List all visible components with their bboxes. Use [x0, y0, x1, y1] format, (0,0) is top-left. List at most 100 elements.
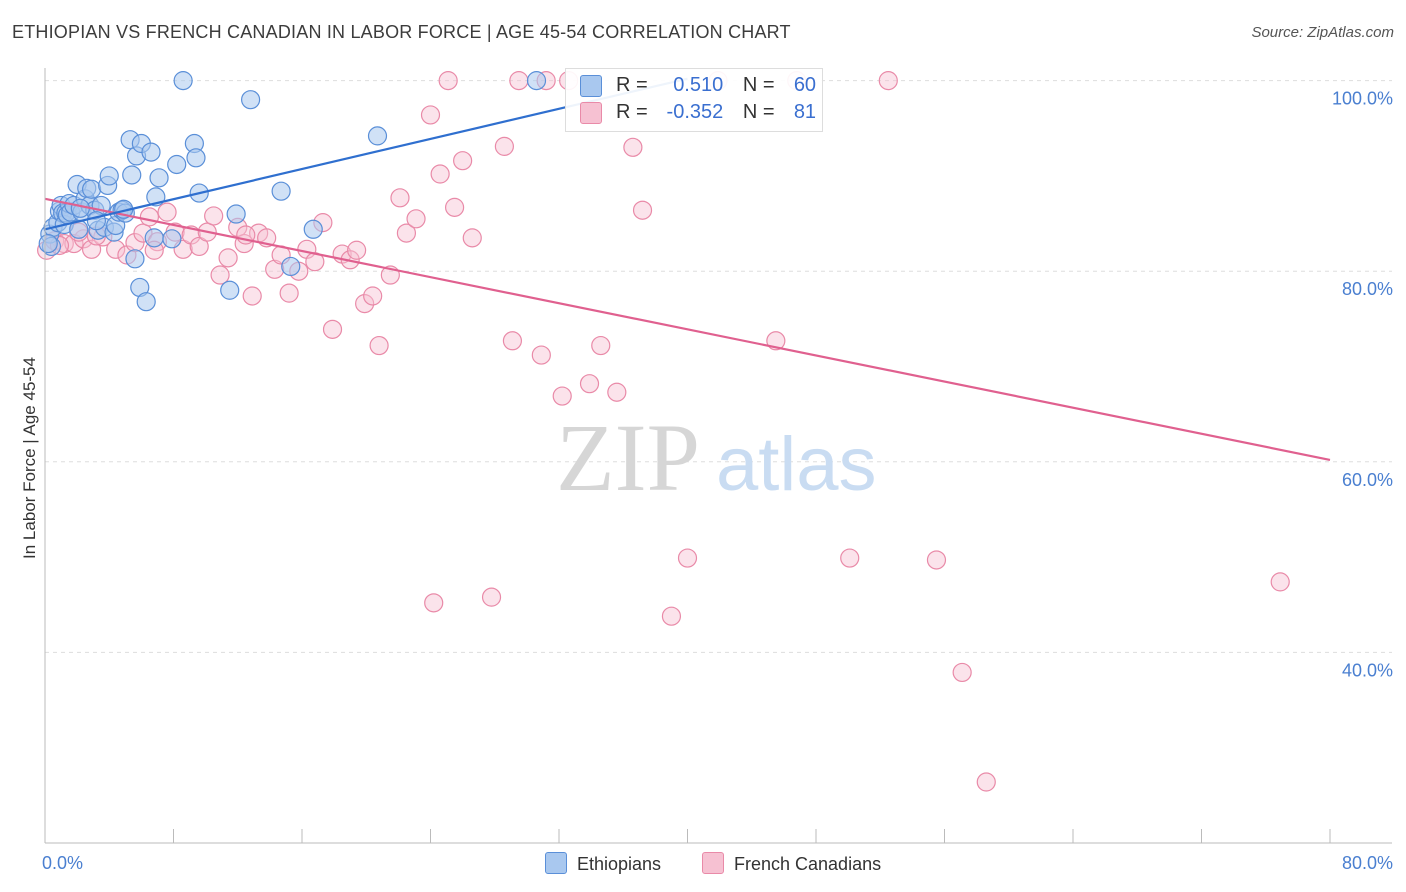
french-canadian-point — [438, 71, 458, 91]
french-canadian-points — [37, 71, 1290, 792]
french-canadian-point — [369, 335, 389, 356]
ethiopian-point — [173, 71, 193, 91]
french-canadian-point — [579, 374, 600, 394]
trend-lines — [44, 77, 1331, 461]
ethiopian-point — [526, 71, 547, 91]
french-canadian-point — [1270, 572, 1290, 592]
legend-item-french-canadians[interactable]: French Canadians — [702, 852, 881, 875]
legend-label-ethiopians: Ethiopians — [577, 854, 662, 874]
legend-n-value-french-canadians: 81 — [793, 101, 817, 123]
legend-r-label: R = — [616, 101, 648, 123]
french-canadian-point — [462, 228, 482, 248]
correlation-legend: R = 0.510 N = 60 R = -0.352 N = 81 — [565, 68, 823, 132]
french-canadian-point — [406, 209, 426, 229]
french-canadian-point — [139, 207, 160, 227]
ethiopian-point — [86, 211, 107, 231]
ethiopian-points — [38, 71, 547, 312]
ethiopian-point — [186, 148, 206, 168]
french-canadian-point — [347, 240, 367, 260]
french-canadian-point — [279, 283, 299, 303]
ethiopian-point — [81, 179, 102, 199]
y-tick-label: 100.0% — [1332, 89, 1393, 109]
french-canadian-point — [591, 335, 611, 356]
legend-r-label: R = — [616, 74, 648, 96]
legend-item-ethiopians[interactable]: Ethiopians — [545, 852, 661, 875]
french-canadian-point — [552, 386, 572, 406]
french-canadian-point — [878, 71, 898, 91]
legend-n-label: N = — [742, 74, 775, 96]
french-canadian-point — [444, 197, 465, 217]
french-canadian-point — [661, 606, 682, 626]
french-canadian-point — [363, 286, 383, 306]
ethiopian-point — [367, 126, 388, 146]
series-legend: Ethiopians French Canadians — [0, 852, 1406, 878]
ethiopian-point — [167, 154, 187, 175]
y-tick-label: 40.0% — [1342, 660, 1393, 680]
ethiopian-point — [303, 219, 323, 239]
french-canadian-point — [430, 164, 450, 184]
ethiopian-point — [99, 166, 119, 186]
legend-swatch-french-canadians — [580, 101, 602, 124]
ethiopian-point — [281, 256, 301, 277]
french-canadian-point — [396, 223, 417, 243]
french-canadian-point — [607, 382, 627, 402]
french-canadian-point — [632, 200, 653, 220]
ethiopian-point — [220, 280, 240, 300]
french-canadian-point — [840, 548, 860, 568]
french-canadian-point — [453, 151, 473, 171]
watermark-zip: ZIP — [556, 404, 700, 511]
y-tick-label: 80.0% — [1342, 279, 1393, 299]
ethiopian-point — [241, 90, 261, 110]
x-tick-label-min: 0.0% — [42, 853, 83, 873]
french-canadian-point — [976, 772, 996, 792]
french-canadian-point — [531, 345, 551, 365]
french-canadian-point — [623, 137, 643, 157]
ethiopian-point — [271, 181, 291, 201]
y-axis-title: In Labor Force | Age 45-54 — [20, 357, 39, 559]
french-canadian-point — [926, 550, 947, 570]
french-canadian-point — [677, 548, 698, 568]
watermark: ZIP atlas — [556, 404, 877, 511]
grid-layer — [45, 80, 1392, 653]
source-label: Source: ZipAtlas.com — [1251, 24, 1394, 41]
ethiopian-point — [141, 142, 161, 162]
ethiopian-point — [144, 228, 164, 248]
french-canadian-point — [494, 136, 514, 156]
legend-swatch-french-canadians — [702, 852, 724, 874]
watermark-atlas: atlas — [716, 422, 877, 507]
ethiopian-point — [136, 292, 156, 312]
french-canadian-point — [189, 236, 209, 257]
french-canadian-point — [218, 248, 238, 268]
french-canadian-point — [424, 593, 444, 613]
chart-title: ETHIOPIAN VS FRENCH CANADIAN IN LABOR FO… — [12, 22, 791, 42]
legend-n-label: N = — [742, 101, 775, 123]
french-canadian-point — [952, 662, 972, 683]
x-tick-label-max: 80.0% — [1342, 853, 1393, 873]
french-canadian-point — [420, 105, 441, 125]
french-canadian-trend-line — [44, 197, 1331, 461]
legend-r-value-french-canadians: -0.352 — [666, 101, 724, 123]
legend-row-french-canadians: R = -0.352 N = 81 — [580, 101, 816, 127]
ethiopian-point — [38, 233, 58, 254]
french-canadian-point — [322, 319, 343, 339]
legend-swatch-ethiopians — [545, 852, 567, 874]
legend-row-ethiopians: R = 0.510 N = 60 — [580, 74, 816, 100]
french-canadian-point — [157, 202, 177, 222]
ethiopian-point — [125, 249, 145, 269]
axis-layer: 40.0% 60.0% 80.0% 100.0% 0.0% 80.0% — [42, 68, 1393, 873]
french-canadian-point — [204, 206, 224, 226]
french-canadian-point — [509, 71, 529, 91]
ethiopian-point — [149, 168, 169, 188]
french-canadian-point — [242, 286, 262, 306]
french-canadian-point — [210, 265, 230, 285]
french-canadian-point — [481, 587, 502, 607]
legend-n-value-ethiopians: 60 — [793, 74, 817, 96]
french-canadian-point — [502, 331, 523, 351]
legend-r-value-ethiopians: 0.510 — [673, 74, 724, 96]
ethiopian-point — [226, 204, 246, 224]
ethiopian-point — [162, 229, 182, 249]
legend-swatch-ethiopians — [580, 74, 602, 97]
legend-label-french-canadians: French Canadians — [734, 854, 882, 874]
french-canadian-point — [390, 188, 410, 208]
